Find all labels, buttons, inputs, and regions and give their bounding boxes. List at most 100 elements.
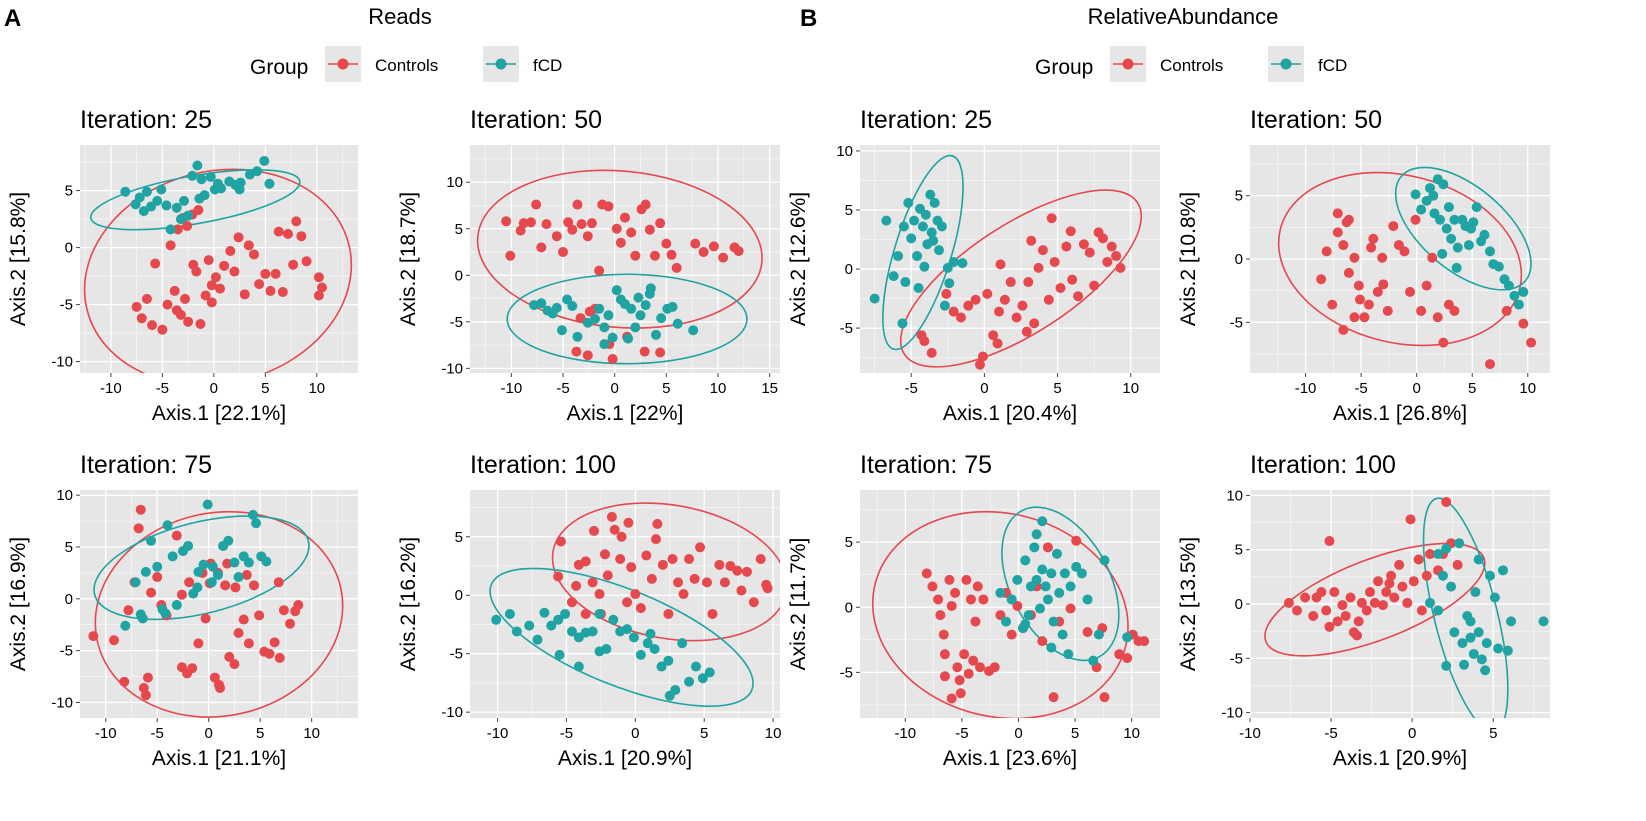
data-point-fcd [1470, 587, 1481, 598]
data-point-controls [959, 649, 970, 660]
data-point-controls [1023, 277, 1034, 288]
data-point-controls [501, 216, 512, 227]
data-point-fcd [1438, 179, 1449, 190]
data-point-fcd [140, 566, 151, 577]
x-tick-label: 5 [1468, 380, 1476, 397]
x-tick-label: -10 [487, 725, 509, 742]
data-point-fcd [1433, 549, 1444, 560]
data-point-fcd [594, 608, 605, 619]
data-point-fcd [651, 329, 661, 340]
data-point-controls [176, 589, 187, 600]
data-point-controls [939, 671, 950, 682]
data-point-fcd [1518, 286, 1529, 297]
data-point-controls [165, 240, 176, 251]
data-point-controls [316, 282, 327, 293]
data-point-controls [741, 566, 752, 577]
data-point-controls [206, 297, 217, 308]
data-point-fcd [893, 251, 904, 262]
data-point-controls [239, 289, 250, 300]
data-point-controls [505, 250, 516, 261]
panel-marks [476, 169, 763, 365]
data-point-controls [1413, 554, 1424, 565]
data-point-fcd [920, 209, 931, 220]
y-tick-label: 10 [1226, 487, 1243, 504]
data-point-fcd [1037, 564, 1048, 575]
data-point-fcd [524, 620, 535, 631]
data-point-fcd [909, 215, 920, 226]
data-point-fcd [212, 569, 223, 580]
data-point-controls [1006, 629, 1017, 640]
data-point-fcd [649, 644, 660, 655]
data-point-controls [673, 577, 684, 588]
data-point-controls [285, 618, 296, 629]
data-point-controls [1427, 252, 1438, 263]
y-tick-label: -10 [51, 694, 73, 711]
data-point-controls [954, 675, 965, 686]
data-point-controls [1408, 576, 1419, 587]
data-point-controls [1518, 318, 1529, 329]
data-point-controls [1421, 570, 1432, 581]
data-point-controls [1329, 587, 1340, 598]
data-point-fcd [1441, 543, 1452, 554]
data-point-controls [249, 580, 260, 591]
data-point-controls [1402, 597, 1413, 608]
x-tick-label: -10 [95, 725, 117, 742]
data-point-fcd [1441, 660, 1452, 671]
data-point-fcd [1012, 574, 1023, 585]
data-point-controls [714, 559, 725, 570]
data-point-fcd [1509, 290, 1520, 301]
data-point-controls [1452, 559, 1463, 570]
data-point-fcd [511, 626, 522, 637]
data-point-controls [531, 199, 542, 210]
data-point-controls [600, 549, 611, 560]
data-point-controls [571, 346, 582, 357]
panel-title: Iteration: 100 [470, 451, 616, 479]
legend-title: Group [1035, 56, 1093, 79]
data-point-fcd [944, 278, 955, 289]
data-point-controls [944, 574, 955, 585]
y-axis-label: Axis.2 [16.9%] [7, 537, 30, 671]
data-point-fcd [573, 661, 584, 672]
data-point-controls [641, 550, 652, 561]
panel-title: Iteration: 75 [860, 451, 992, 479]
data-point-controls [1065, 603, 1076, 614]
data-point-fcd [243, 557, 254, 568]
data-point-controls [1384, 578, 1395, 589]
y-tick-label: 0 [1235, 596, 1243, 613]
data-point-fcd [1459, 659, 1470, 670]
data-point-controls [1029, 318, 1040, 329]
x-tick-label: 0 [1412, 380, 1420, 397]
data-point-controls [1084, 247, 1095, 258]
data-point-controls [1368, 233, 1379, 244]
x-tick-label: -5 [156, 380, 169, 397]
data-point-controls [278, 605, 289, 616]
data-point-fcd [1466, 223, 1477, 234]
data-point-fcd [1020, 555, 1031, 566]
data-point-controls [191, 266, 202, 277]
data-point-controls [1071, 535, 1082, 546]
data-point-controls [1416, 605, 1427, 616]
data-point-controls [1111, 251, 1122, 262]
data-point-controls [755, 553, 766, 564]
data-point-controls [1332, 208, 1343, 219]
panel-marks [871, 506, 1150, 718]
data-point-controls [1292, 605, 1303, 616]
data-point-controls [1352, 630, 1363, 641]
y-tick-label: -5 [60, 643, 73, 660]
y-axis-label: Axis.2 [12.6%] [787, 192, 810, 326]
data-point-controls [152, 572, 163, 583]
data-point-fcd [1031, 529, 1042, 540]
data-point-fcd [1479, 229, 1490, 240]
data-point-fcd [1071, 561, 1082, 572]
data-point-fcd [642, 638, 653, 649]
y-tick-label: -5 [1230, 314, 1243, 331]
data-point-fcd [1433, 605, 1444, 616]
data-point-controls [1372, 286, 1383, 297]
data-point-fcd [912, 251, 923, 262]
confidence-ellipse-fcd [506, 273, 748, 365]
data-point-controls [182, 220, 193, 231]
data-point-controls [200, 290, 211, 301]
data-point-fcd [1506, 616, 1517, 627]
data-point-fcd [1503, 280, 1514, 291]
